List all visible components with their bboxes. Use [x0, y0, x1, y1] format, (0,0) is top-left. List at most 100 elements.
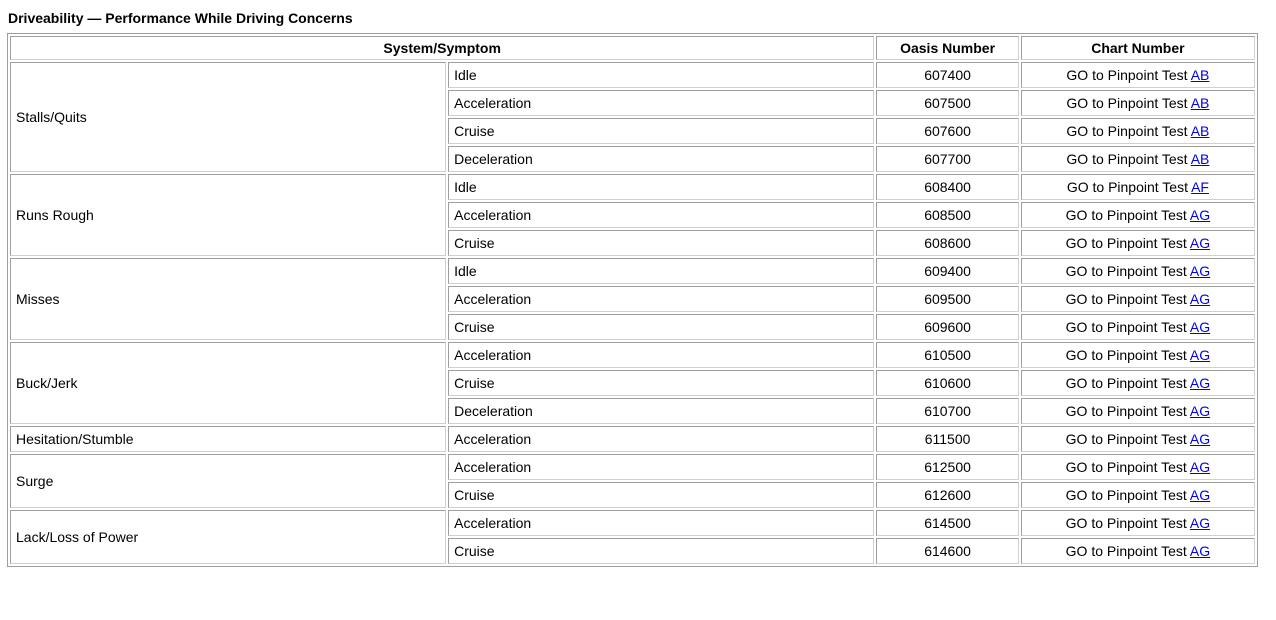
- table-row: Deceleration 610700 GO to Pinpoint Test AG: [10, 398, 1255, 424]
- chart-number-cell: GO to Pinpoint Test AG: [1020, 538, 1255, 564]
- chart-number-cell: GO to Pinpoint Test AB: [1020, 118, 1255, 144]
- symptom-cell: Cruise: [448, 230, 875, 256]
- chart-number-cell: GO to Pinpoint Test AG: [1020, 370, 1255, 396]
- chart-link-prefix: GO to Pinpoint Test: [1065, 543, 1187, 559]
- oasis-number-cell: 614600: [876, 538, 1019, 564]
- symptom-cell: Acceleration: [448, 510, 875, 536]
- pinpoint-test-link[interactable]: AG: [1189, 291, 1211, 307]
- pinpoint-test-link[interactable]: AG: [1189, 263, 1211, 279]
- chart-link-prefix: GO to Pinpoint Test: [1065, 347, 1187, 363]
- table-row: Cruise 612600 GO to Pinpoint Test AG: [10, 482, 1255, 508]
- symptom-cell: Cruise: [448, 314, 875, 340]
- oasis-number-cell: 608600: [876, 230, 1019, 256]
- oasis-number-cell: 614500: [876, 510, 1019, 536]
- pinpoint-test-link[interactable]: AG: [1189, 235, 1211, 251]
- chart-number-cell: GO to Pinpoint Test AG: [1020, 202, 1255, 228]
- symptom-cell: Deceleration: [448, 398, 875, 424]
- symptom-cell: Cruise: [448, 118, 875, 144]
- table-row: Stalls/Quits Idle 607400 GO to Pinpoint Tes…: [10, 62, 1255, 172]
- chart-number-cell: GO to Pinpoint Test AG: [1020, 398, 1255, 424]
- pinpoint-test-link[interactable]: AB: [1190, 95, 1210, 111]
- system-cell: Surge: [10, 454, 447, 508]
- pinpoint-test-link[interactable]: AG: [1189, 319, 1211, 335]
- chart-number-cell: GO to Pinpoint Test AG: [1020, 510, 1255, 536]
- pinpoint-test-link[interactable]: AG: [1189, 515, 1211, 531]
- oasis-number-cell: 610600: [876, 370, 1019, 396]
- oasis-number-cell: 607500: [876, 90, 1019, 116]
- oasis-number-cell: 607700: [876, 146, 1019, 172]
- table-row: Surge Acceleration 612500 GO to Pinpoint Te…: [10, 454, 1255, 508]
- pinpoint-test-link[interactable]: AG: [1189, 459, 1211, 475]
- oasis-number-cell: 612600: [876, 482, 1019, 508]
- chart-link-prefix: GO to Pinpoint Test: [1065, 263, 1187, 279]
- system-cell: Runs Rough: [10, 174, 447, 256]
- pinpoint-test-link[interactable]: AG: [1189, 347, 1211, 363]
- oasis-number-cell: 610700: [876, 398, 1019, 424]
- table-row: Deceleration 607700 GO to Pinpoint Test AB: [10, 146, 1255, 172]
- chart-link-prefix: GO to Pinpoint Test: [1066, 95, 1188, 111]
- table-row: Runs Rough Idle 608400 GO to Pinpoint Test …: [10, 174, 1255, 256]
- chart-link-prefix: GO to Pinpoint Test: [1065, 319, 1187, 335]
- table-row: Cruise 609600 GO to Pinpoint Test AG: [10, 314, 1255, 340]
- chart-number-cell: GO to Pinpoint Test AG: [1020, 342, 1255, 368]
- oasis-number-cell: 610500: [876, 342, 1019, 368]
- pinpoint-test-link[interactable]: AG: [1189, 375, 1211, 391]
- oasis-number-cell: 611500: [876, 426, 1019, 452]
- system-cell: Buck/Jerk: [10, 342, 447, 424]
- chart-number-cell: GO to Pinpoint Test AG: [1020, 314, 1255, 340]
- chart-link-prefix: GO to Pinpoint Test: [1065, 515, 1187, 531]
- chart-number-cell: GO to Pinpoint Test AG: [1020, 482, 1255, 508]
- table-row: Lack/Loss of Power Acceleration 614500 GO t…: [10, 510, 1255, 564]
- symptom-cell: Cruise: [448, 482, 875, 508]
- header-chart-number: Chart Number: [1020, 36, 1255, 60]
- pinpoint-test-link[interactable]: AF: [1191, 179, 1209, 195]
- table-row: Acceleration 609500 GO to Pinpoint Test AG: [10, 286, 1255, 312]
- chart-link-prefix: GO to Pinpoint Test: [1065, 291, 1187, 307]
- chart-link-prefix: GO to Pinpoint Test: [1066, 151, 1188, 167]
- oasis-number-cell: 609600: [876, 314, 1019, 340]
- chart-link-prefix: GO to Pinpoint Test: [1065, 235, 1187, 251]
- symptom-cell: Acceleration: [448, 426, 875, 452]
- pinpoint-test-link[interactable]: AB: [1190, 67, 1210, 83]
- driveability-table: System/Symptom Oasis Number Chart Number…: [7, 33, 1258, 567]
- pinpoint-test-link[interactable]: AB: [1190, 123, 1210, 139]
- symptom-cell: Acceleration: [448, 286, 875, 312]
- header-oasis-number: Oasis Number: [876, 36, 1019, 60]
- pinpoint-test-link[interactable]: AB: [1190, 151, 1210, 167]
- table-row: Cruise 608600 GO to Pinpoint Test AG: [10, 230, 1255, 256]
- symptom-cell: Cruise: [448, 370, 875, 396]
- oasis-number-cell: 609400: [876, 258, 1019, 284]
- system-cell: Stalls/Quits: [10, 62, 447, 172]
- symptom-cell: Idle: [448, 258, 875, 284]
- pinpoint-test-link[interactable]: AG: [1189, 403, 1211, 419]
- symptom-cell: Acceleration: [448, 90, 875, 116]
- chart-link-prefix: GO to Pinpoint Test: [1065, 375, 1187, 391]
- page-title: Driveability — Performance While Driving…: [8, 10, 353, 26]
- pinpoint-test-link[interactable]: AG: [1189, 487, 1211, 503]
- pinpoint-test-link[interactable]: AG: [1189, 543, 1211, 559]
- symptom-cell: Deceleration: [448, 146, 875, 172]
- table-row: Cruise 607600 GO to Pinpoint Test AB: [10, 118, 1255, 144]
- oasis-number-cell: 608400: [876, 174, 1019, 200]
- symptom-cell: Acceleration: [448, 202, 875, 228]
- table-row: Acceleration 608500 GO to Pinpoint Test AG: [10, 202, 1255, 228]
- oasis-number-cell: 607600: [876, 118, 1019, 144]
- table-row: Hesitation/Stumble Acceleration 611500 GO t…: [10, 426, 1255, 452]
- system-cell: Misses: [10, 258, 447, 340]
- oasis-number-cell: 607400: [876, 62, 1019, 88]
- table-row: Buck/Jerk Acceleration 610500 GO to Pinpoin…: [10, 342, 1255, 424]
- symptom-cell: Acceleration: [448, 454, 875, 480]
- chart-link-prefix: GO to Pinpoint Test: [1065, 431, 1187, 447]
- symptom-cell: Idle: [448, 62, 875, 88]
- symptom-cell: Cruise: [448, 538, 875, 564]
- chart-number-cell: GO to Pinpoint Test AB: [1020, 146, 1255, 172]
- system-cell: Lack/Loss of Power: [10, 510, 447, 564]
- header-row: System/Symptom Oasis Number Chart Number: [10, 36, 1255, 60]
- chart-link-prefix: GO to Pinpoint Test: [1066, 123, 1188, 139]
- table-body: Stalls/Quits Idle 607400 GO to Pinpoint Tes…: [10, 62, 1255, 564]
- pinpoint-test-link[interactable]: AG: [1189, 431, 1211, 447]
- chart-number-cell: GO to Pinpoint Test AB: [1020, 62, 1255, 88]
- pinpoint-test-link[interactable]: AG: [1189, 207, 1211, 223]
- symptom-cell: Idle: [448, 174, 875, 200]
- header-system-symptom: System/Symptom: [10, 36, 875, 60]
